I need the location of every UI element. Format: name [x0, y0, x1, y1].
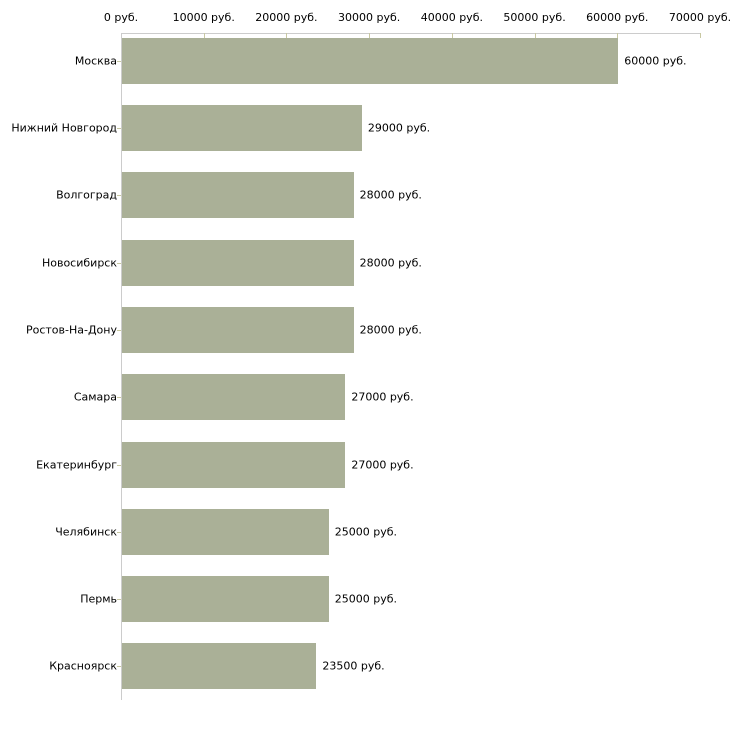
- value-label: 27000 руб.: [351, 390, 414, 404]
- x-axis-tick: [451, 33, 453, 38]
- category-label: Ростов-На-Дону: [25, 323, 117, 337]
- x-axis-tick: [369, 33, 371, 38]
- y-axis-tick: [117, 397, 121, 399]
- y-axis-line: [121, 33, 122, 700]
- value-label: 29000 руб.: [367, 121, 431, 135]
- category-label: Пермь: [80, 592, 117, 606]
- x-axis-tick: [286, 33, 288, 38]
- x-axis-tick-label: 30000 руб.: [338, 11, 401, 24]
- y-axis-tick: [117, 531, 121, 533]
- y-axis-tick: [117, 60, 121, 62]
- bar: [122, 306, 354, 353]
- y-axis-tick: [117, 262, 121, 264]
- y-axis-tick: [117, 599, 121, 601]
- category-label: Екатеринбург: [36, 458, 117, 471]
- bar: [122, 37, 619, 84]
- bar: [122, 508, 329, 555]
- x-axis-tick-label: 10000 руб.: [172, 11, 235, 24]
- y-axis-tick: [117, 195, 121, 197]
- x-axis-tick-label: 40000 руб.: [420, 11, 483, 24]
- value-label: 28000 руб.: [359, 256, 422, 270]
- x-axis-tick: [617, 33, 619, 38]
- x-axis-tick-label: 60000 руб.: [586, 11, 649, 24]
- value-label: 28000 руб.: [359, 188, 422, 202]
- bar: [122, 374, 346, 421]
- value-label: 28000 руб.: [359, 323, 422, 337]
- category-label: Челябинск: [55, 525, 117, 539]
- bar: [122, 105, 362, 151]
- bar: [122, 576, 329, 623]
- bar: [122, 441, 346, 488]
- bar: [122, 172, 354, 219]
- category-label: Москва: [74, 54, 117, 68]
- x-axis-tick: [700, 33, 701, 38]
- x-axis-line: [121, 33, 700, 34]
- x-axis-tick-label: 50000 руб.: [503, 11, 566, 24]
- value-label: 25000 руб.: [334, 592, 398, 606]
- category-label: Волгоград: [56, 188, 117, 202]
- y-axis-tick: [117, 329, 121, 331]
- bar: [122, 239, 354, 286]
- bar: [122, 643, 317, 690]
- category-label: Новосибирск: [41, 256, 117, 270]
- x-axis-tick-label: 0 руб.: [103, 11, 139, 24]
- x-axis-tick: [534, 33, 536, 38]
- y-axis-tick: [117, 666, 121, 668]
- value-label: 60000 руб.: [624, 54, 687, 68]
- x-axis-tick-label: 70000 руб.: [668, 11, 730, 24]
- x-axis-tick-label: 20000 руб.: [255, 11, 318, 24]
- value-label: 23500 руб.: [322, 659, 385, 673]
- y-axis-tick: [117, 128, 121, 129]
- value-label: 27000 руб.: [351, 458, 414, 471]
- x-axis-tick: [203, 33, 205, 38]
- category-label: Самара: [73, 390, 117, 404]
- category-label: Нижний Новгород: [11, 121, 117, 135]
- value-label: 25000 руб.: [334, 525, 398, 539]
- y-axis-tick: [117, 464, 121, 466]
- category-label: Красноярск: [49, 659, 117, 673]
